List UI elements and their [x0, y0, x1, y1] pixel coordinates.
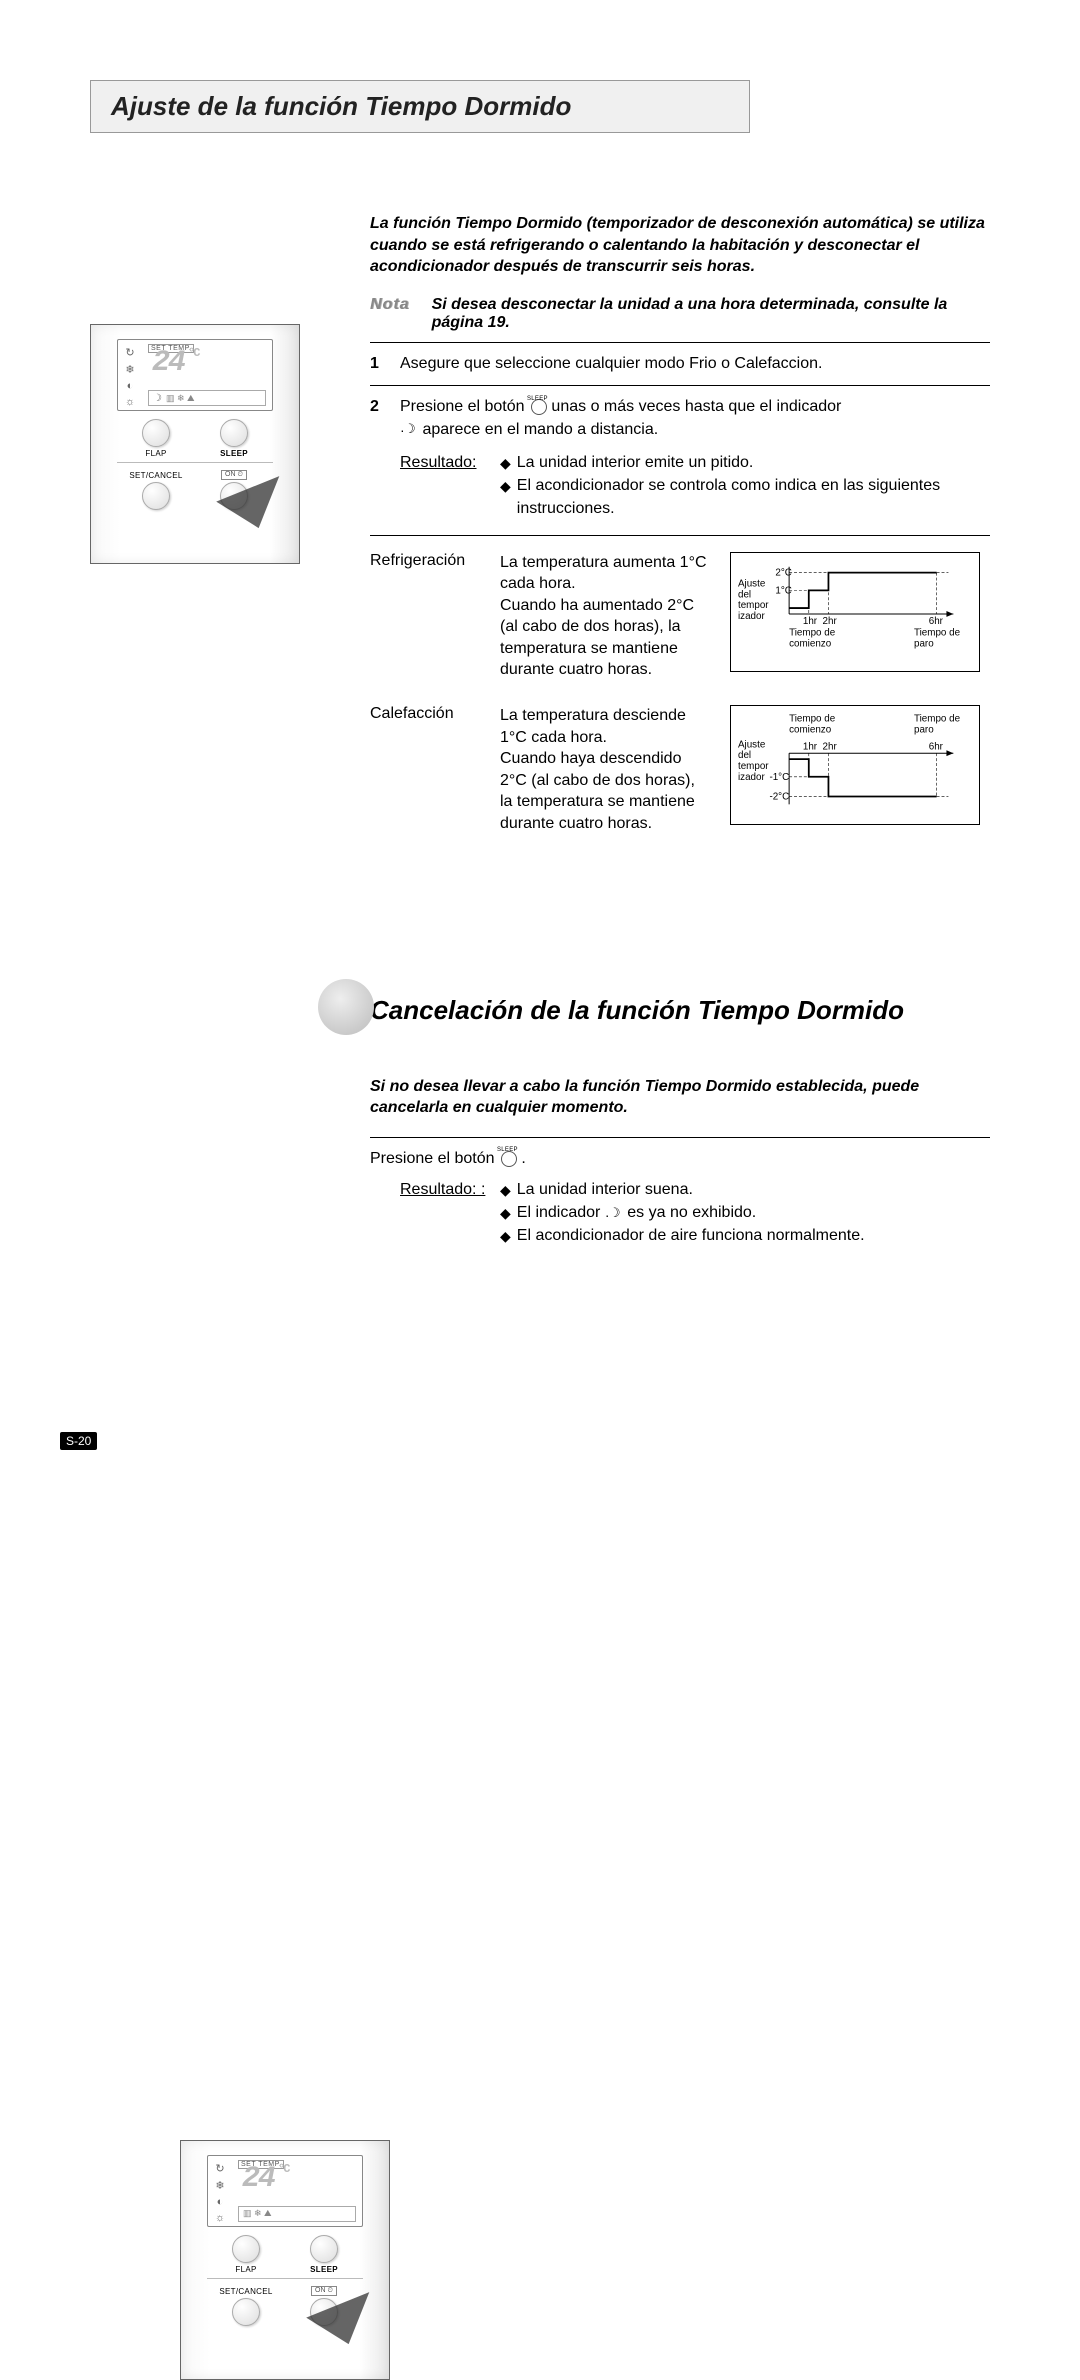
press-instruction: Presione el botón . — [370, 1150, 990, 1168]
lcd-display: ↻ ❄ ◐ ☼ SET TEMP. 24°C ▥ ❄ ⛰ — [207, 2155, 363, 2227]
nota-label: Nota — [370, 296, 410, 332]
svg-text:Tiempo de: Tiempo de — [789, 714, 836, 725]
flap-label: FLAP — [145, 449, 166, 458]
svg-text:2hr: 2hr — [823, 741, 838, 752]
section-title-box: Ajuste de la función Tiempo Dormido — [90, 80, 750, 133]
sleep-indicator-icon — [400, 419, 418, 437]
step-2: 2 Presione el botón unas o más veces has… — [370, 396, 990, 441]
svg-text:1°C: 1°C — [775, 585, 792, 596]
refrig-chart: 2°C 1°C 1hr 2hr 6hr Ajuste del tempor iz… — [730, 552, 980, 672]
svg-text:izador: izador — [738, 610, 765, 621]
calef-label: Calefacción — [370, 705, 480, 835]
svg-text:Tiempo de: Tiempo de — [914, 627, 961, 638]
section1-intro: La función Tiempo Dormido (temporizador … — [370, 213, 990, 278]
svg-text:6hr: 6hr — [929, 741, 944, 752]
svg-text:Tiempo de: Tiempo de — [914, 714, 961, 725]
svg-text:Tiempo de: Tiempo de — [789, 627, 836, 638]
remote-illustration-1: ↻ ❄ ◐ ☼ SET TEMP. 24°C ☽ ▥ ❄ ⛰ FL — [90, 324, 300, 564]
svg-text:comienzo: comienzo — [789, 725, 832, 736]
calefaccion-row: Calefacción La temperatura desciende 1°C… — [370, 705, 990, 835]
svg-text:izador: izador — [738, 772, 765, 783]
nota-row: Nota Si desea desconectar la unidad a un… — [370, 296, 990, 332]
svg-text:6hr: 6hr — [929, 615, 944, 626]
svg-text:1hr: 1hr — [803, 615, 818, 626]
resultado2-block: Resultado: : La unidad interior suena. E… — [370, 1178, 990, 1248]
nota-text: Si desea desconectar la unidad a una hor… — [432, 296, 990, 332]
section2-title: Cancelación de la función Tiempo Dormido — [370, 995, 904, 1025]
section2-intro: Si no desea llevar a cabo la función Tie… — [370, 1076, 990, 1119]
calef-desc: La temperatura desciende 1°C cada hora. … — [500, 705, 710, 835]
svg-text:del: del — [738, 589, 751, 600]
mode-heat-icon: ☼ — [125, 396, 135, 408]
page-number: S-20 — [60, 1432, 97, 1450]
temp-value: 24°C — [152, 346, 198, 380]
calef-chart: Tiempo de comienzo Tiempo de paro 1hr 2h… — [730, 705, 980, 825]
lcd-bottom-row: ☽ ▥ ❄ ⛰ — [148, 390, 266, 406]
svg-text:1hr: 1hr — [803, 741, 818, 752]
sleep-indicator-icon — [605, 1203, 623, 1221]
svg-text:2hr: 2hr — [823, 615, 838, 626]
svg-text:2°C: 2°C — [775, 567, 792, 578]
refrigeracion-row: Refrigeración La temperatura aumenta 1°C… — [370, 552, 990, 682]
refrig-desc: La temperatura aumenta 1°C cada hora. Cu… — [500, 552, 710, 682]
svg-text:Ajuste: Ajuste — [738, 578, 766, 589]
svg-text:-1°C: -1°C — [769, 772, 789, 783]
divider — [370, 342, 990, 343]
svg-text:comienzo: comienzo — [789, 638, 832, 649]
setcancel-label: SET/CANCEL — [129, 471, 182, 480]
svg-text:paro: paro — [914, 725, 934, 736]
mode-cool-icon: ❄ — [125, 363, 134, 376]
section2-title-wrap: Cancelación de la función Tiempo Dormido — [370, 995, 990, 1026]
svg-text:del: del — [738, 750, 751, 761]
divider — [370, 1137, 990, 1138]
divider — [370, 385, 990, 386]
resultado2-label: Resultado: : — [400, 1178, 490, 1248]
section2-bullet-circle — [318, 979, 374, 1035]
refrig-label: Refrigeración — [370, 552, 480, 682]
sleep-button-icon — [499, 1149, 517, 1167]
svg-text:-2°C: -2°C — [769, 791, 789, 802]
sleep-indicator-icon: ☽ — [153, 393, 162, 404]
sleep-button-icon — [529, 397, 547, 415]
setcancel-button — [142, 482, 170, 510]
resultado-label: Resultado: — [400, 451, 490, 521]
svg-text:tempor: tempor — [738, 761, 769, 772]
mode-dry-icon: ◐ — [127, 380, 134, 392]
lcd-display: ↻ ❄ ◐ ☼ SET TEMP. 24°C ☽ ▥ ❄ ⛰ — [117, 339, 273, 411]
section1-title: Ajuste de la función Tiempo Dormido — [111, 91, 729, 122]
step-1: 1 Asegure que seleccione cualquier modo … — [370, 353, 990, 375]
divider-bold — [370, 535, 990, 536]
mode-auto-icon: ↻ — [125, 346, 134, 359]
svg-text:paro: paro — [914, 638, 934, 649]
remote-illustration-2: ↻ ❄ ◐ ☼ SET TEMP. 24°C ▥ ❄ ⛰ FLAP — [180, 2140, 390, 2380]
svg-text:tempor: tempor — [738, 600, 769, 611]
sleep-button — [220, 419, 248, 447]
resultado-block: Resultado: La unidad interior emite un p… — [370, 451, 990, 521]
svg-text:Ajuste: Ajuste — [738, 739, 766, 750]
flap-button — [142, 419, 170, 447]
